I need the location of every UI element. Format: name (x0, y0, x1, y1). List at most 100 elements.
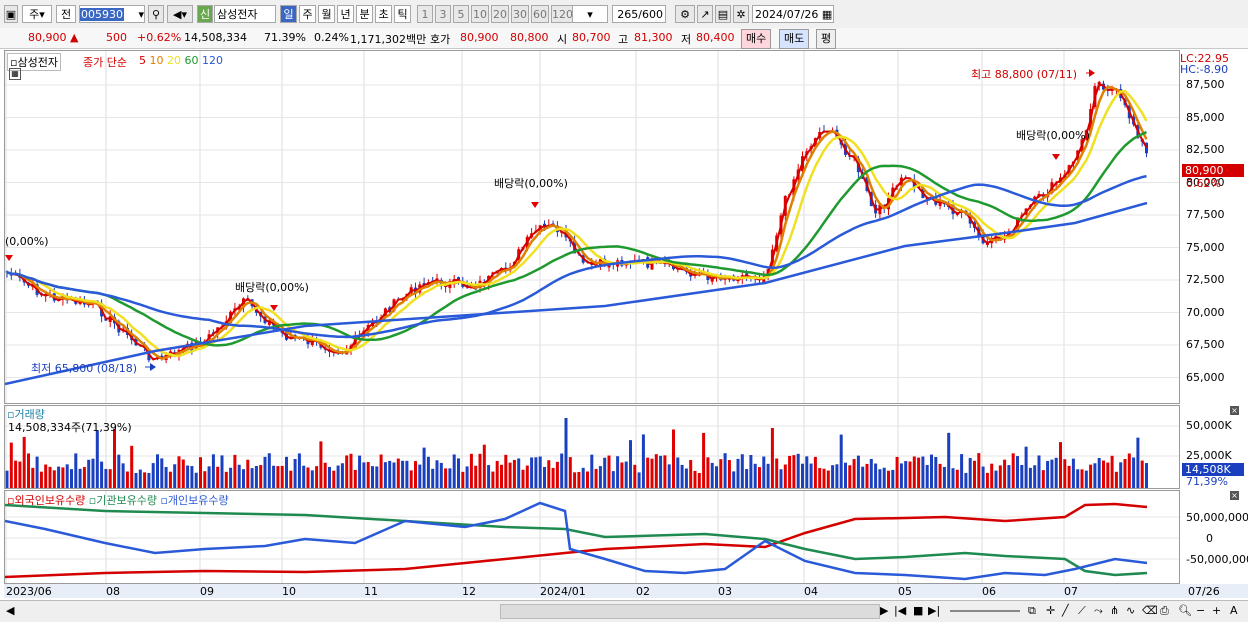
volume-bar-254 (1097, 457, 1101, 488)
volume-cur-pct: 71,39% (1186, 475, 1228, 488)
scroll-right-icon[interactable]: ▶ (880, 604, 889, 617)
ma-legend-title: 종가 단순 (83, 56, 127, 69)
zoom-slider[interactable] (950, 610, 1020, 612)
eraser-icon[interactable]: ⌫ (1142, 604, 1158, 617)
count-field[interactable]: 265/600 (612, 5, 666, 23)
volume-bar-95 (414, 461, 417, 488)
volume-bar-220 (951, 468, 955, 488)
holding-legend-2: ▫개인보유수량 (160, 494, 229, 507)
volume-bar-185 (801, 463, 804, 488)
scrollbar-thumb[interactable] (500, 604, 880, 619)
draw-icon[interactable]: ↗ (697, 5, 713, 23)
copy-icon[interactable]: ⧉ (1028, 604, 1036, 617)
volume-bar-42 (186, 465, 190, 488)
interval-button-120[interactable]: 120 (551, 5, 573, 23)
x-label-11: 06 (982, 585, 996, 598)
volume-bar-31 (138, 469, 142, 488)
volume-bar-10 (48, 466, 52, 488)
zoom-in-icon[interactable]: + (1212, 604, 1222, 617)
date-field[interactable]: 2024/07/26 ▦ (752, 5, 834, 23)
volume-bar-74 (323, 462, 327, 488)
scroll-left-icon[interactable]: ◀ (6, 604, 15, 617)
volume-bar-54 (237, 464, 241, 488)
ruler-icon[interactable]: ⟋ (1078, 604, 1086, 617)
volume-bar-197 (852, 459, 856, 488)
window-icon[interactable]: ▣ (4, 5, 18, 23)
holding-panel[interactable]: ▫외국인보유수량 ▫기관보유수량 ▫개인보유수량 (4, 490, 1180, 584)
period-tab-4[interactable]: 분 (356, 5, 373, 23)
interval-button-30[interactable]: 30 (511, 5, 529, 23)
stock-code-input[interactable]: 005930 ▾ (79, 5, 145, 23)
volume-bar-159 (689, 459, 693, 488)
interval-button-3[interactable]: 3 (435, 5, 451, 23)
table-icon[interactable]: ▦ (9, 68, 21, 80)
volume-bar-120 (521, 469, 525, 488)
stock-name-field[interactable]: 삼성전자 (214, 5, 276, 23)
wave-icon[interactable]: ∿ (1126, 604, 1136, 617)
settings-icon[interactable]: ✲ (733, 5, 749, 23)
volume-bar-168 (727, 460, 731, 488)
volume-bar-115 (500, 464, 503, 488)
kind-select[interactable]: 주▾ (22, 5, 52, 23)
volume-bar-72 (315, 466, 319, 488)
volume-bar-160 (693, 470, 697, 488)
average-button[interactable]: 평 (816, 29, 837, 49)
panel-close-icon[interactable]: × (1230, 406, 1239, 415)
period-select[interactable]: ▾ (572, 5, 608, 23)
font-size-icon[interactable]: A (1230, 604, 1238, 617)
lc-label: LC:22.95 (1180, 52, 1230, 65)
volume-bar-48 (211, 454, 215, 488)
trend-icon[interactable]: ⤳ (1094, 604, 1103, 617)
kind2-button[interactable]: 전 (56, 5, 76, 23)
period-tab-5[interactable]: 초 (375, 5, 392, 23)
period-tab-0[interactable]: 일 (280, 5, 297, 23)
buy-button[interactable]: 매수 (741, 29, 772, 49)
x-label-10: 05 (898, 585, 912, 598)
volume-bar-213 (921, 456, 925, 488)
interval-button-5[interactable]: 5 (453, 5, 469, 23)
volume-bar-20 (91, 458, 95, 488)
interval-button-60[interactable]: 60 (531, 5, 549, 23)
period-tab-1[interactable]: 주 (299, 5, 316, 23)
period-tab-6[interactable]: 틱 (394, 5, 411, 23)
speaker-icon[interactable]: ◀▾ (167, 5, 193, 23)
volume-bar-53 (233, 454, 237, 488)
zoom-icon[interactable]: 🔍︎ (1178, 604, 1192, 617)
interval-button-20[interactable]: 20 (491, 5, 509, 23)
individual-holding-line (5, 501, 1148, 581)
last-page-icon[interactable]: ▶| (928, 604, 941, 617)
trade-amount: 1,171,302백만 (350, 33, 427, 46)
interval-button-10[interactable]: 10 (471, 5, 489, 23)
line-draw-icon[interactable]: ╱ (1062, 604, 1069, 617)
stop-icon[interactable]: ■ (913, 604, 924, 617)
volume-bar-224 (968, 457, 972, 488)
volume-bar-198 (856, 455, 860, 488)
first-page-icon[interactable]: |◀ (894, 604, 907, 617)
volume-bar-172 (745, 469, 749, 488)
search-icon[interactable]: ⚲ (148, 5, 164, 23)
zoom-out-icon[interactable]: − (1196, 604, 1206, 617)
period-tab-2[interactable]: 월 (318, 5, 335, 23)
volume-bar-212 (917, 457, 921, 488)
price-panel[interactable]: ▫삼성전자 종가 단순 5 10 20 60 120 ▦ 최고 88,800 (… (4, 50, 1180, 404)
volume-bar-90 (392, 462, 396, 488)
crosshair-icon[interactable]: ✛ (1046, 604, 1056, 617)
chart-tools-icon[interactable]: ⚙ (675, 5, 695, 23)
volume-bar-94 (409, 470, 413, 488)
save-icon[interactable]: ▤ (715, 5, 731, 23)
volume-bar-69 (302, 465, 306, 488)
sell-button[interactable]: 매도 (779, 29, 810, 49)
panel-close-icon-2[interactable]: × (1230, 491, 1239, 500)
interval-button-1[interactable]: 1 (417, 5, 433, 23)
fibonacci-icon[interactable]: ⋔ (1110, 604, 1120, 617)
hc-label: HC:-8.90 (1180, 63, 1229, 76)
ma-legend-120: 120 (202, 54, 223, 67)
price-change-pct: +0.62% (137, 31, 182, 44)
volume-bar-80 (349, 453, 353, 488)
x-label-12: 07 (1064, 585, 1078, 598)
volume-bar-234 (1011, 453, 1015, 488)
ma-legend-10: 10 (149, 54, 167, 67)
print-icon[interactable]: ⎙ (1160, 604, 1169, 617)
volume-panel[interactable]: ▫거래량 14,508,334주(71,39%) (4, 405, 1180, 489)
period-tab-3[interactable]: 년 (337, 5, 354, 23)
